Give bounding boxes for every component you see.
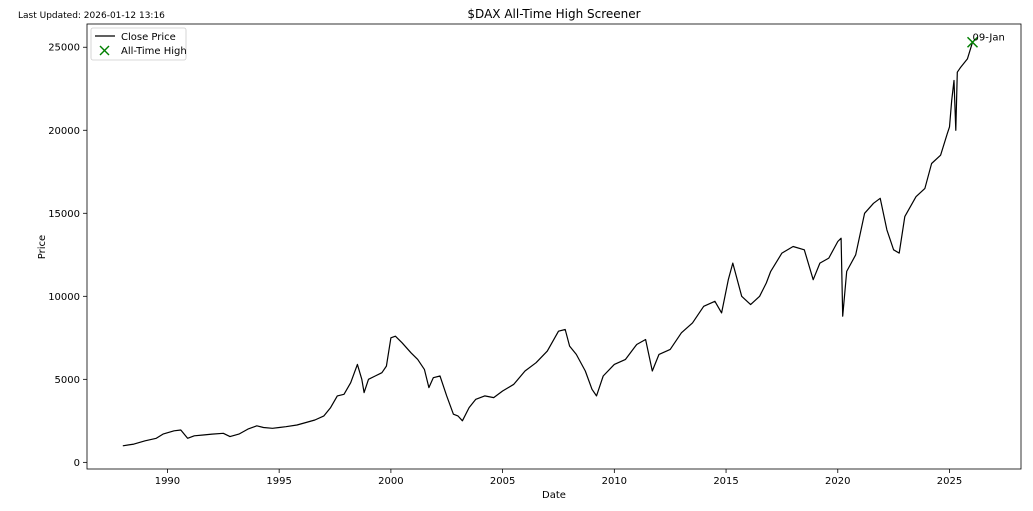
plot-layer: 09-Jan (122, 32, 1005, 447)
x-axis-label: Date (542, 490, 566, 501)
legend-ath-label: All-Time High (121, 46, 187, 57)
y-tick-label: 25000 (48, 43, 80, 54)
ath-marker (966, 36, 979, 48)
x-tick-label: 2015 (713, 476, 738, 487)
legend-close-price-label: Close Price (121, 32, 176, 43)
x-tick-label: 1990 (155, 476, 180, 487)
x-tick-label: 2000 (378, 476, 403, 487)
y-tick-label: 5000 (55, 375, 80, 386)
y-tick-label: 10000 (48, 292, 80, 303)
plot-frame (86, 23, 1022, 470)
x-tick-label: 2020 (825, 476, 850, 487)
y-tick-label: 0 (74, 458, 80, 469)
x-ticks: 1990 1995 2000 2005 2010 2015 2020 2025 (155, 469, 962, 487)
last-updated-text: Last Updated: 2026-01-12 13:16 (18, 11, 165, 21)
x-tick-label: 2025 (937, 476, 962, 487)
x-tick-label: 2005 (490, 476, 515, 487)
y-axis-label: Price (37, 235, 48, 259)
legend: Close Price All-Time High (90, 27, 187, 61)
ath-marker-stroke (966, 36, 979, 48)
close-price-line (122, 42, 974, 447)
legend-ath-swatch (99, 45, 110, 56)
x-tick-label: 1995 (266, 476, 291, 487)
y-tick-label: 20000 (48, 126, 80, 137)
y-tick-label: 15000 (48, 209, 80, 220)
x-tick-label: 2010 (602, 476, 627, 487)
y-ticks: 0 5000 10000 15000 20000 25000 (48, 43, 87, 469)
chart-title: $DAX All-Time High Screener (467, 7, 640, 21)
ath-date-label: 09-Jan (973, 32, 1005, 43)
